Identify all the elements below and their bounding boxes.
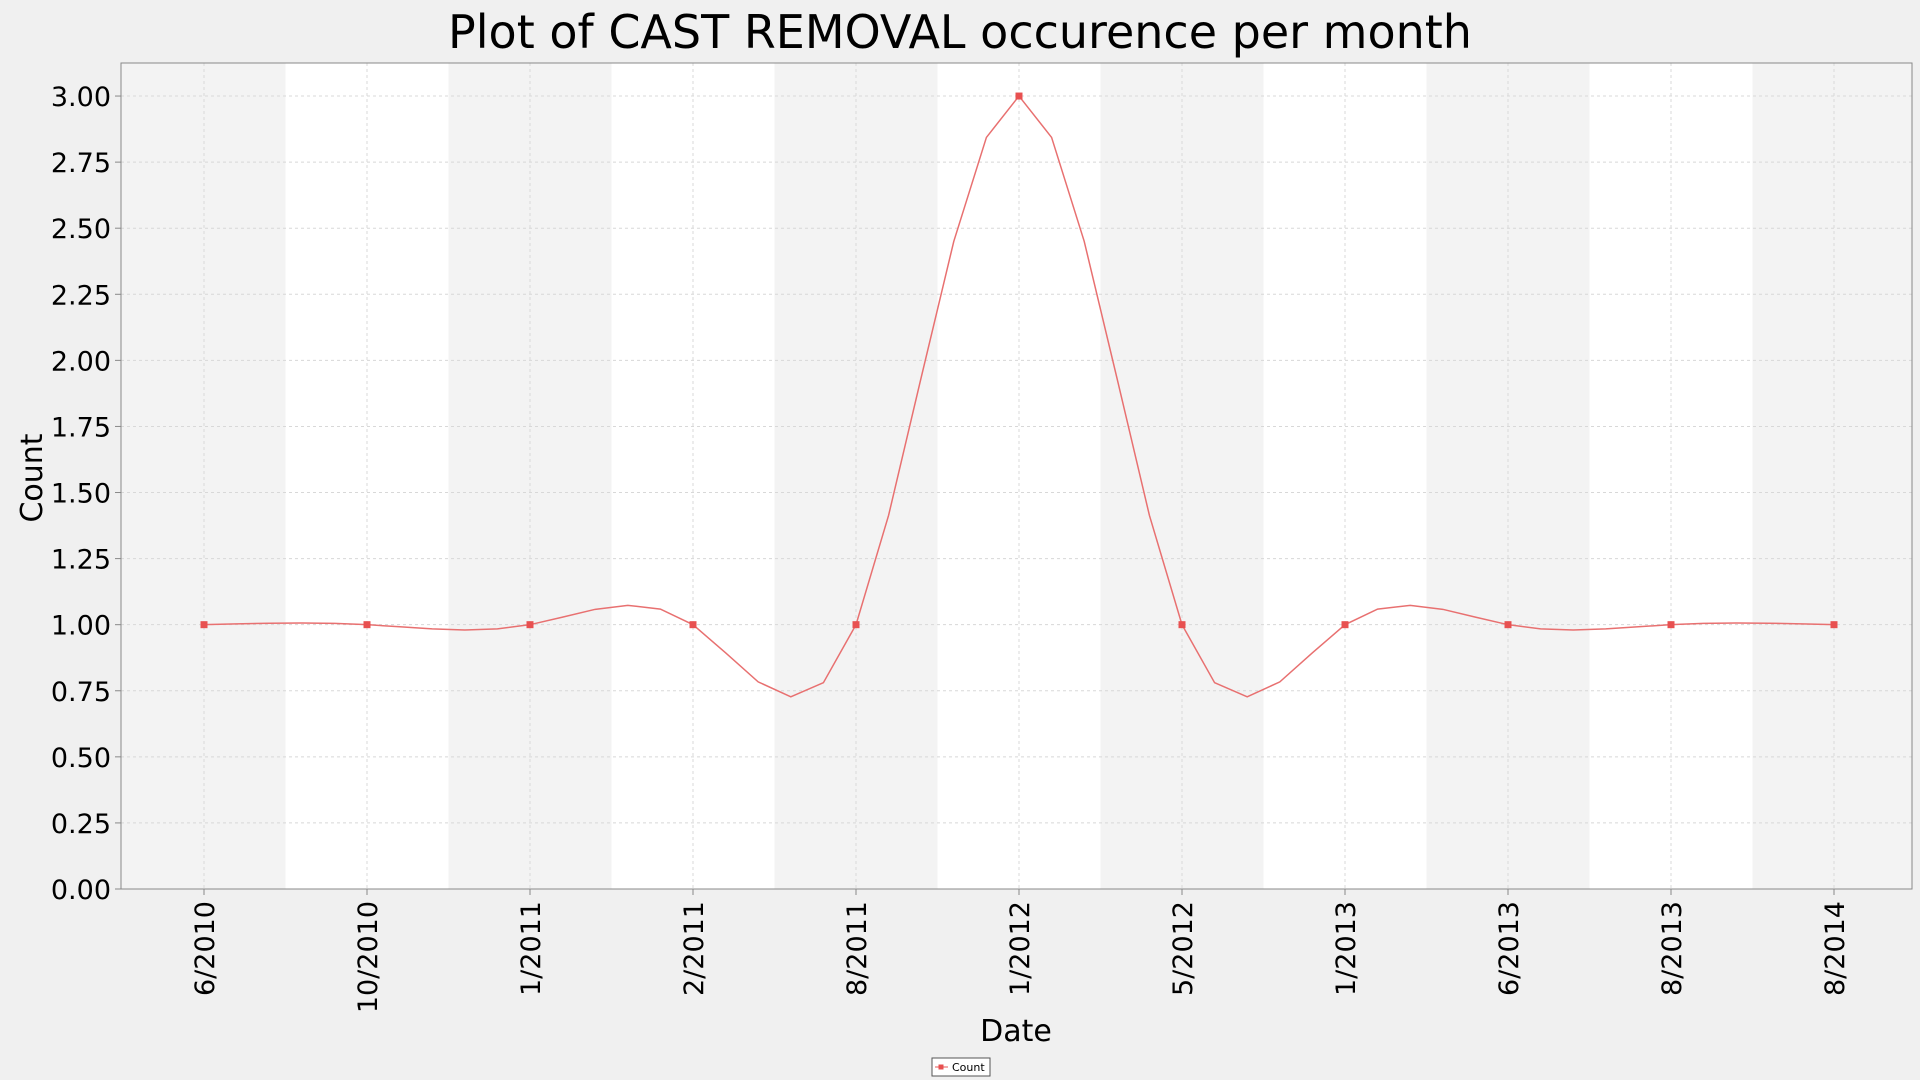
plot-band bbox=[121, 63, 286, 889]
plot-frame bbox=[120, 62, 1913, 890]
data-point bbox=[1015, 92, 1023, 100]
plot-band bbox=[1752, 63, 1912, 889]
plot-band bbox=[611, 63, 775, 889]
legend-marker bbox=[938, 1064, 944, 1070]
x-tick-label: 1/2011 bbox=[516, 901, 547, 996]
x-tick-label: 5/2012 bbox=[1168, 901, 1199, 996]
legend-label: Count bbox=[952, 1061, 985, 1074]
x-tick-label: 10/2010 bbox=[353, 901, 384, 1013]
y-tick-label: 1.50 bbox=[51, 479, 111, 510]
chart-title: Plot of CAST REMOVAL occurence per month bbox=[448, 5, 1472, 59]
y-tick-label: 0.75 bbox=[51, 677, 111, 708]
data-point bbox=[689, 621, 697, 629]
x-axis-ticks: 6/2010 10/2010 1/2011 2/2011 8/2011 1/2012 5/2… bbox=[190, 889, 1851, 1013]
y-tick-label: 2.50 bbox=[51, 214, 111, 245]
data-point bbox=[1830, 621, 1838, 629]
data-point bbox=[1178, 621, 1186, 629]
data-point bbox=[1504, 621, 1512, 629]
series-markers bbox=[200, 92, 1838, 629]
data-point bbox=[200, 621, 208, 629]
x-tick-label: 1/2012 bbox=[1005, 901, 1036, 996]
y-tick-label: 0.00 bbox=[51, 875, 111, 906]
x-tick-label: 8/2013 bbox=[1657, 901, 1688, 996]
x-tick-label: 2/2011 bbox=[679, 901, 710, 996]
legend-box bbox=[931, 1057, 991, 1077]
plot-band bbox=[937, 63, 1101, 889]
x-axis-label: Date bbox=[980, 1014, 1052, 1049]
y-tick-label: 1.25 bbox=[51, 545, 111, 576]
data-point bbox=[852, 621, 860, 629]
data-point bbox=[526, 621, 534, 629]
data-point bbox=[1667, 621, 1675, 629]
plot-band bbox=[1426, 63, 1590, 889]
y-axis-ticks: 0.00 0.25 0.50 0.75 1.00 1.25 1.50 1.75 2.00 2.25… bbox=[51, 82, 121, 906]
y-tick-label: 1.75 bbox=[51, 412, 111, 443]
y-tick-label: 2.00 bbox=[51, 346, 111, 377]
plot-band bbox=[1589, 63, 1753, 889]
legend[interactable]: Count bbox=[931, 1057, 991, 1077]
x-tick-label: 1/2013 bbox=[1331, 901, 1362, 996]
y-tick-label: 0.50 bbox=[51, 743, 111, 774]
y-axis-label: Count bbox=[15, 433, 50, 522]
x-tick-label: 6/2010 bbox=[190, 901, 221, 996]
x-tick-label: 6/2013 bbox=[1494, 901, 1525, 996]
x-tick-label: 8/2014 bbox=[1820, 901, 1851, 996]
plot-band bbox=[448, 63, 612, 889]
y-tick-label: 3.00 bbox=[51, 82, 111, 113]
data-point bbox=[1341, 621, 1349, 629]
y-tick-label: 2.25 bbox=[51, 280, 111, 311]
plot-band bbox=[774, 63, 938, 889]
y-tick-label: 1.00 bbox=[51, 611, 111, 642]
y-tick-label: 0.25 bbox=[51, 809, 111, 840]
x-tick-label: 8/2011 bbox=[842, 901, 873, 996]
plot-band bbox=[1100, 63, 1264, 889]
y-tick-label: 2.75 bbox=[51, 148, 111, 179]
plot-band bbox=[285, 63, 449, 889]
plot-band bbox=[1263, 63, 1427, 889]
plot-bands bbox=[121, 63, 1912, 889]
data-point bbox=[363, 621, 371, 629]
